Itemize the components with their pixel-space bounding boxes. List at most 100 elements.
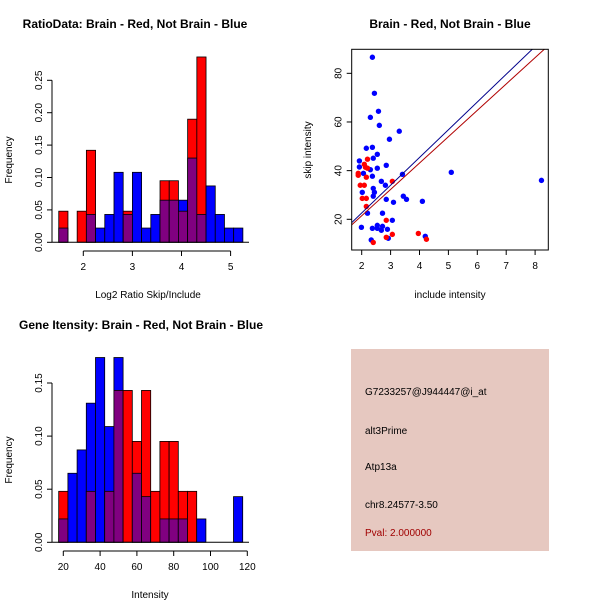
scatter-point: [379, 210, 386, 216]
x-tick-label: 120: [239, 562, 256, 573]
info-pval: Pval: 2.000000: [365, 528, 432, 539]
histogram-bar: [67, 472, 78, 543]
scatter-point: [374, 151, 381, 158]
scatter-point: [389, 217, 396, 223]
scatter-point: [384, 226, 391, 232]
histogram-bar: [113, 171, 124, 243]
x-tick-label: 3: [388, 261, 394, 272]
scatter-point: [389, 231, 396, 238]
hist2-plot: 0.00 0.05 0.10 0.15 20 40 60 80 100 120: [34, 357, 256, 573]
y-tick-label: 0.00: [34, 232, 45, 252]
histogram-bar-overlap: [85, 490, 96, 543]
x-tick-label: 80: [168, 562, 180, 573]
y-tick-label: 0.05: [34, 200, 45, 220]
scatter-point: [390, 199, 397, 205]
x-tick-label: 100: [202, 562, 219, 573]
histogram-bar: [214, 214, 225, 243]
scatter-point: [356, 158, 363, 164]
scatter-point: [383, 162, 389, 168]
fit-line: [351, 49, 533, 224]
histogram-bar-overlap: [178, 210, 189, 243]
histogram-bar-overlap: [58, 518, 69, 543]
histogram-bar-overlap: [131, 472, 142, 543]
info-event: alt3Prime: [365, 426, 408, 437]
scatter-point: [364, 156, 371, 162]
histogram-bar: [104, 214, 115, 243]
y-tick-label: 0.00: [34, 532, 45, 552]
x-tick-label: 5: [228, 262, 234, 273]
scatter-point: [386, 136, 393, 142]
histogram-bar: [150, 214, 161, 243]
scatter-point: [369, 173, 376, 179]
histogram-bar: [196, 518, 207, 543]
histogram-bar: [205, 185, 216, 243]
info-background: [351, 349, 549, 551]
scatter-point: [364, 210, 371, 216]
x-tick-label: 2: [359, 261, 365, 272]
y-tick-label: 80: [334, 67, 345, 79]
scatter-point: [374, 225, 381, 232]
y-tick-label: 20: [334, 213, 345, 225]
histogram-bar: [122, 390, 133, 543]
histogram-bar: [95, 357, 106, 543]
scatter-point: [396, 128, 402, 134]
histogram-bar-overlap: [159, 518, 170, 543]
histogram-bar: [76, 210, 87, 243]
histogram-bar: [233, 227, 244, 243]
x-tick-label: 20: [58, 562, 70, 573]
scatter-point: [378, 227, 385, 233]
x-tick-label: 4: [179, 262, 185, 273]
hist1-xlabel: Log2 Ratio Skip/Include: [95, 290, 201, 301]
x-tick-label: 60: [131, 562, 143, 573]
x-tick-label: 3: [130, 262, 136, 273]
scatter-point: [448, 169, 454, 176]
y-tick-label: 0.10: [34, 167, 45, 187]
x-tick-label: 5: [446, 261, 452, 272]
scatter-point: [383, 196, 389, 203]
histogram-bar-overlap: [168, 518, 179, 543]
x-tick-label: 7: [503, 261, 509, 272]
histogram-bar-overlap: [104, 490, 115, 543]
x-tick-label: 4: [417, 261, 423, 272]
scatter-point: [423, 236, 430, 242]
histogram-bar: [224, 227, 235, 243]
fit-line: [351, 49, 546, 226]
x-tick-label: 6: [475, 261, 481, 272]
histogram-bar-overlap: [196, 214, 207, 243]
y-tick-label: 0.15: [34, 373, 45, 393]
y-tick-label: 0.25: [34, 70, 45, 90]
info-probe: G7233257@J944447@i_at: [365, 387, 487, 398]
scatter-point: [369, 225, 376, 232]
scatter-point: [358, 224, 365, 231]
hist1-plot: 0.00 0.05 0.10 0.15 0.20 0.25 2 3 4 5: [34, 56, 249, 273]
y-tick-label: 60: [334, 116, 345, 128]
histogram-bar: [141, 227, 152, 243]
y-tick-label: 0.10: [34, 426, 45, 446]
hist2-ylabel: Frequency: [4, 436, 15, 483]
histogram-bar: [131, 171, 143, 243]
hist2-xlabel: Intensity: [131, 590, 168, 600]
scatter-point: [378, 178, 385, 185]
histogram-bar-overlap: [85, 214, 96, 243]
histogram-bar: [187, 490, 198, 543]
scatter-point: [375, 108, 382, 114]
scatter-point: [370, 239, 376, 246]
plot-frame: [351, 48, 549, 251]
scatter-point: [370, 193, 376, 199]
scatter-point: [363, 174, 370, 180]
y-tick-label: 0.20: [34, 103, 45, 123]
scatter-point: [415, 230, 422, 237]
scatter-point: [363, 145, 370, 151]
scatter-point: [359, 195, 365, 202]
scatter-point: [359, 189, 365, 195]
scatter-point: [367, 114, 374, 121]
histogram-bar-overlap: [122, 214, 133, 243]
scatter-point: [356, 164, 363, 170]
histogram-bar-overlap: [113, 390, 124, 543]
histogram-bar: [95, 227, 106, 243]
scatter-point: [538, 177, 545, 184]
scatter-point: [382, 182, 389, 188]
scatter-point: [361, 182, 368, 188]
scatter-point: [419, 198, 426, 204]
